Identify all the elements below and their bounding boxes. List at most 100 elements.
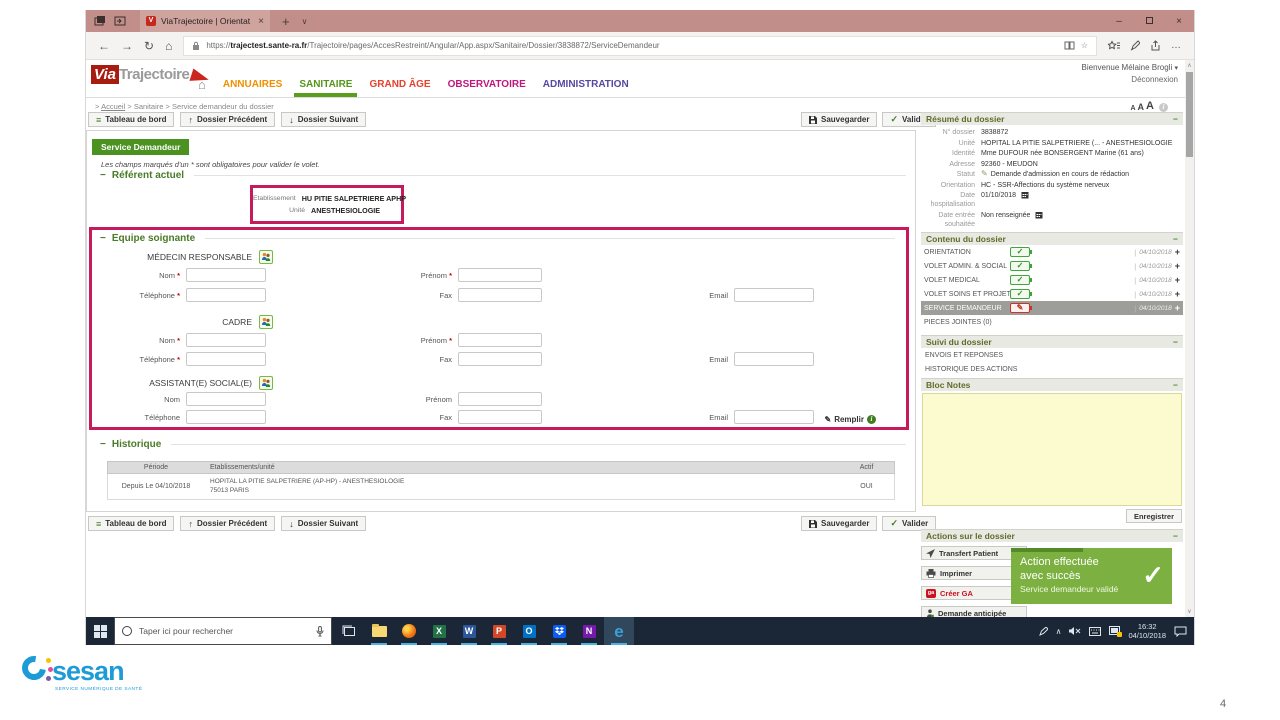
expand-icon[interactable]: + xyxy=(1174,303,1180,313)
annotate-pen-icon[interactable] xyxy=(1130,40,1140,51)
expand-icon[interactable]: + xyxy=(1174,275,1180,285)
font-medium-button[interactable]: A xyxy=(1137,102,1145,112)
breadcrumb-accueil[interactable]: Accueil xyxy=(101,102,126,111)
email-input[interactable] xyxy=(734,410,814,424)
volume-muted-icon[interactable] xyxy=(1069,626,1081,636)
actions-section-header[interactable]: Actions sur le dossier − xyxy=(921,529,1183,542)
previous-dossier-button[interactable]: ↑ Dossier Précédent xyxy=(180,516,276,531)
user-menu[interactable]: Bienvenue Mélaine Brogli ▾ Déconnexion xyxy=(1081,63,1178,84)
page-scrollbar[interactable]: ∧ ∨ xyxy=(1185,60,1194,617)
nav-home-icon[interactable]: ⌂ xyxy=(198,77,206,92)
font-large-button[interactable]: A xyxy=(1146,100,1154,112)
share-icon[interactable] xyxy=(1150,40,1161,51)
powerpoint-icon[interactable]: P xyxy=(484,617,514,645)
pen-icon[interactable] xyxy=(1038,626,1048,636)
prenom-input[interactable] xyxy=(458,268,542,282)
contenu-item-orientation[interactable]: ORIENTATION ✓ | 04/10/2018 + xyxy=(924,247,1180,257)
font-small-button[interactable]: A xyxy=(1130,105,1136,112)
forward-icon[interactable]: → xyxy=(121,38,133,53)
resume-section-header[interactable]: Résumé du dossier − xyxy=(921,112,1183,125)
contenu-item-volet-admin[interactable]: VOLET ADMIN. & SOCIAL ✓ | 04/10/2018 + xyxy=(924,261,1180,271)
info-icon[interactable]: i xyxy=(867,415,876,424)
select-person-icon[interactable] xyxy=(259,376,273,390)
back-icon[interactable]: ← xyxy=(98,38,110,53)
edge-icon[interactable]: e xyxy=(604,617,634,645)
next-dossier-button[interactable]: ↓ Dossier Suivant xyxy=(281,112,367,127)
collapse-icon[interactable]: − xyxy=(100,170,106,181)
expand-icon[interactable]: + xyxy=(1174,261,1180,271)
expand-icon[interactable]: + xyxy=(1174,247,1180,257)
outlook-icon[interactable]: O xyxy=(514,617,544,645)
service-demandeur-tab[interactable]: Service Demandeur xyxy=(92,139,190,155)
favorite-star-icon[interactable]: ☆ xyxy=(1080,41,1088,50)
start-button[interactable] xyxy=(86,617,114,645)
scrollbar-thumb[interactable] xyxy=(1186,72,1193,157)
prenom-input[interactable] xyxy=(458,392,542,406)
calendar-icon[interactable] xyxy=(1021,191,1029,199)
reading-view-icon[interactable] xyxy=(1064,41,1075,50)
close-button[interactable]: × xyxy=(1176,15,1182,27)
notification-center-icon[interactable] xyxy=(1174,626,1187,637)
tab-list-icon[interactable]: ∨ xyxy=(301,16,308,26)
save-button[interactable]: Sauvegarder xyxy=(801,112,878,127)
home-icon[interactable]: ⌂ xyxy=(165,38,173,53)
word-icon[interactable]: W xyxy=(454,617,484,645)
nav-sanitaire[interactable]: SANITAIRE xyxy=(294,79,358,97)
nom-input[interactable] xyxy=(186,268,266,282)
onenote-icon[interactable]: N xyxy=(574,617,604,645)
save-button[interactable]: Sauvegarder xyxy=(801,516,878,531)
nav-annuaires[interactable]: ANNUAIRES xyxy=(222,79,283,90)
contenu-item-service-demandeur[interactable]: SERVICE DEMANDEUR ✎ | 04/10/2018 + xyxy=(921,301,1183,315)
taskbar-search-input[interactable]: Taper ici pour rechercher xyxy=(114,617,332,645)
file-explorer-icon[interactable] xyxy=(364,617,394,645)
task-view-button[interactable] xyxy=(332,617,364,645)
nom-input[interactable] xyxy=(186,392,266,406)
input-indicator-icon[interactable] xyxy=(1089,626,1102,636)
enregistrer-button[interactable]: Enregistrer xyxy=(1125,509,1182,523)
validate-button[interactable]: ✓ Valider xyxy=(882,516,937,531)
nav-grand-age[interactable]: GRAND ÂGE xyxy=(369,79,431,90)
collapse-icon[interactable]: − xyxy=(1173,380,1178,390)
success-toast[interactable]: Action effectuée avec succès Service dem… xyxy=(1011,548,1172,604)
telephone-input[interactable] xyxy=(186,352,266,366)
contenu-item-pieces-jointes[interactable]: PIECES JOINTES (0) xyxy=(924,318,992,326)
refresh-icon[interactable]: ↻ xyxy=(144,38,155,53)
collapse-icon[interactable]: − xyxy=(100,233,106,244)
envois-reponses-item[interactable]: ENVOIS ET REPONSES xyxy=(925,351,1004,359)
historique-actions-item[interactable]: HISTORIQUE DES ACTIONS xyxy=(925,365,1018,373)
tab-preview-icon[interactable] xyxy=(94,15,106,27)
bloc-notes-textarea[interactable] xyxy=(922,393,1182,506)
collapse-icon[interactable]: − xyxy=(100,439,106,450)
microphone-icon[interactable] xyxy=(316,625,324,637)
nav-observatoire[interactable]: OBSERVATOIRE xyxy=(447,79,526,90)
more-options-icon[interactable]: … xyxy=(1171,40,1182,51)
collapse-icon[interactable]: − xyxy=(1173,337,1178,347)
dashboard-button[interactable]: ≡ Tableau de bord xyxy=(88,112,175,127)
show-hidden-icons-chevron[interactable]: ∧ xyxy=(1055,626,1062,636)
browser-tab[interactable]: V ViaTrajectoire | Orientat × xyxy=(140,10,270,32)
address-bar[interactable]: https://trajectest.sante-ra.fr/Trajectoi… xyxy=(183,35,1097,56)
collapse-icon[interactable]: − xyxy=(1173,531,1178,541)
tab-close-icon[interactable]: × xyxy=(258,15,264,27)
expand-icon[interactable]: + xyxy=(1174,289,1180,299)
taskbar-clock[interactable]: 16:32 04/10/2018 xyxy=(1128,621,1166,641)
info-icon[interactable]: i xyxy=(1159,103,1168,112)
telephone-input[interactable] xyxy=(186,410,266,424)
bloc-notes-section-header[interactable]: Bloc Notes − xyxy=(921,378,1183,391)
action-center-flag-icon[interactable] xyxy=(1109,626,1123,637)
minimize-button[interactable]: – xyxy=(1116,15,1122,27)
calendar-icon[interactable] xyxy=(1035,211,1043,219)
transfert-patient-button[interactable]: Transfert Patient xyxy=(921,546,1027,560)
fax-input[interactable] xyxy=(458,352,542,366)
nom-input[interactable] xyxy=(186,333,266,347)
excel-icon[interactable]: X xyxy=(424,617,454,645)
fax-input[interactable] xyxy=(458,410,542,424)
restore-button[interactable] xyxy=(1134,16,1164,27)
select-person-icon[interactable] xyxy=(259,315,273,329)
nav-administration[interactable]: ADMINISTRATION xyxy=(542,79,629,90)
telephone-input[interactable] xyxy=(186,288,266,302)
email-input[interactable] xyxy=(734,288,814,302)
scroll-up-icon[interactable]: ∧ xyxy=(1187,63,1192,69)
scroll-down-icon[interactable]: ∨ xyxy=(1187,609,1192,615)
email-input[interactable] xyxy=(734,352,814,366)
